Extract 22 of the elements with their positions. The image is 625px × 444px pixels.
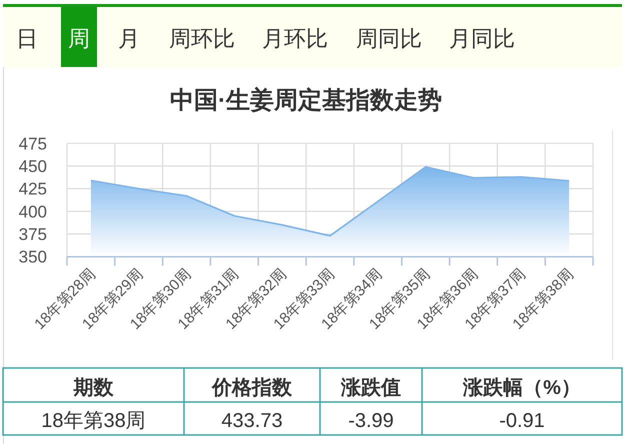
text: -0.91 xyxy=(499,410,545,432)
y-tick-label: 375 xyxy=(18,225,47,244)
text: 价格指数 xyxy=(211,377,293,399)
text: 涨跌幅（%） xyxy=(462,377,581,399)
text: 18年第38周 xyxy=(41,410,146,432)
y-tick-label: 400 xyxy=(18,202,47,222)
y-tick-label: 475 xyxy=(18,134,47,154)
y-tick-label: 425 xyxy=(18,180,47,199)
y-tick-label: 350 xyxy=(18,248,47,267)
y-tick-label: 450 xyxy=(18,156,47,176)
text: 周 xyxy=(68,26,90,51)
text: 月环比 xyxy=(262,26,328,51)
text: 日 xyxy=(16,26,38,51)
text: 周环比 xyxy=(169,26,235,51)
text: -3.99 xyxy=(348,410,394,432)
text: 月 xyxy=(118,26,140,51)
text: 433.73 xyxy=(221,410,283,432)
text: 月同比 xyxy=(449,26,515,51)
text: 涨跌值 xyxy=(340,377,401,399)
chart-title: 中国·生姜周定基指数走势 xyxy=(170,86,442,114)
text: 期数 xyxy=(72,377,114,399)
text: 周同比 xyxy=(356,26,422,51)
